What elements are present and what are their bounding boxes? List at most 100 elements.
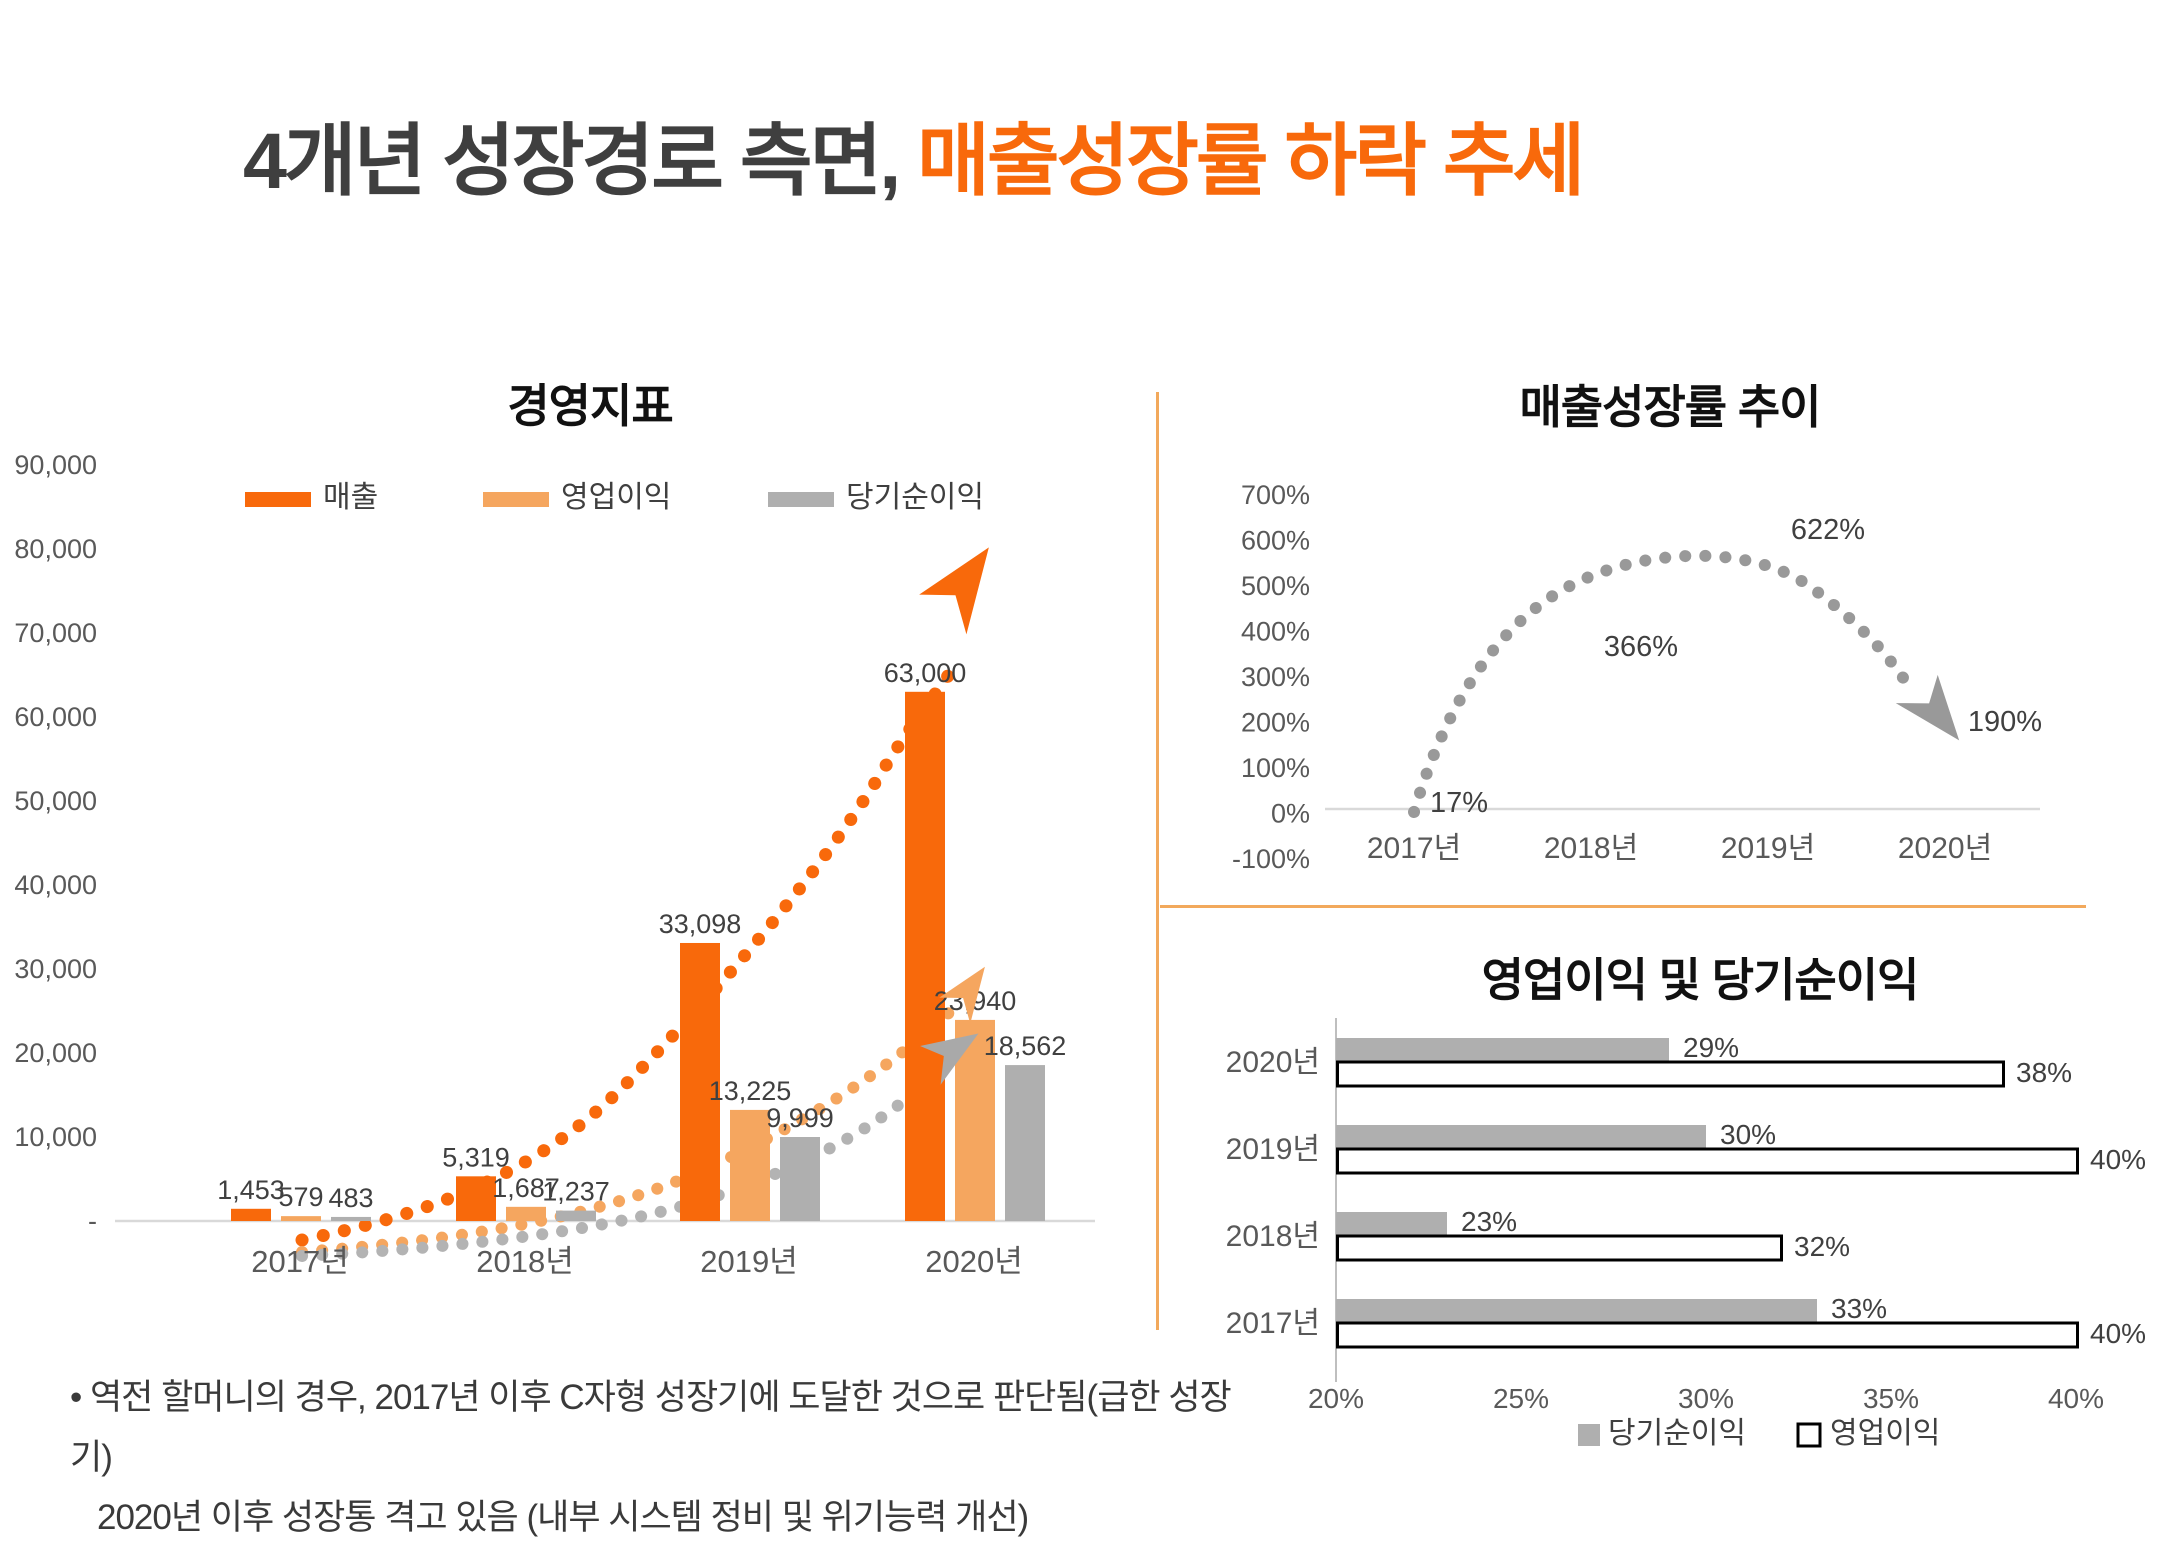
slide: 4개년 성장경로 측면, 매출성장률 하락 추세 경영지표 매출성장률 추이 영…: [14, 116, 2147, 1538]
chart-title-management-indicators: 경영지표: [507, 380, 673, 432]
x-axis-category-label: 2017년: [1367, 832, 1461, 865]
bar-segment: [331, 1216, 371, 1221]
y-axis-tick-label: -100%: [1232, 844, 1310, 874]
growth-trend-arrow-icon: [1895, 674, 1960, 741]
bar-value-label: 1,237: [542, 1177, 610, 1207]
trend-dotted-curve: [296, 1000, 962, 1258]
bar-value-label: 33,098: [659, 909, 742, 939]
bar-segment: [456, 1176, 496, 1221]
bar-segment: [506, 1206, 546, 1221]
bar-segment: [556, 1210, 596, 1221]
growth-dotted-curve: [1408, 549, 1916, 818]
bar-value-label: 40%: [2090, 1318, 2146, 1349]
bar-segment: [281, 1216, 321, 1221]
bar-segment: [730, 1109, 770, 1221]
x-axis-tick-label: 20%: [1308, 1383, 1364, 1414]
y-axis-tick-label: 700%: [1241, 480, 1310, 510]
y-axis-tick-label: 70,000: [14, 618, 97, 648]
bar-operating-profit: [1336, 1147, 2079, 1175]
y-axis-category-label: 2020년: [1226, 1046, 1320, 1079]
legend-swatch: [1796, 1422, 1822, 1448]
y-axis-tick-label: 300%: [1241, 662, 1310, 692]
legend-swatch: [483, 492, 549, 507]
data-point-label: 17%: [1430, 787, 1488, 819]
x-axis-tick-label: 35%: [1863, 1383, 1919, 1414]
y-axis-tick-label: -: [88, 1206, 97, 1236]
legend-label: 당기순이익: [846, 481, 984, 514]
bar-value-label: 5,319: [442, 1142, 510, 1172]
bar-value-label: 483: [328, 1183, 373, 1213]
bar-value-label: 13,225: [709, 1076, 792, 1106]
x-axis-category-label: 2020년: [925, 1244, 1022, 1279]
bar-segment: [780, 1137, 820, 1221]
x-axis-category-label: 2019년: [1721, 832, 1815, 865]
bar-value-label: 23%: [1461, 1206, 1517, 1237]
x-axis-tick-label: 40%: [2048, 1383, 2104, 1414]
bar-net-profit: [1336, 1212, 1447, 1236]
y-axis-tick-label: 10,000: [14, 1122, 97, 1152]
y-axis-category-label: 2018년: [1226, 1220, 1320, 1253]
x-axis-tick-label: 25%: [1493, 1383, 1549, 1414]
bar-value-label: 32%: [1794, 1231, 1850, 1262]
operating-profit-trend-arrow-icon: [939, 966, 985, 1024]
page-title-prefix: 4개년 성장경로 측면,: [243, 116, 918, 205]
bar-value-label: 40%: [2090, 1144, 2146, 1175]
net-profit-trend-arrow-icon: [920, 1033, 979, 1085]
y-axis-tick-label: 60,000: [14, 702, 97, 732]
page-title: 4개년 성장경로 측면, 매출성장률 하락 추세: [243, 116, 1943, 205]
bar-operating-profit: [1336, 1060, 2005, 1088]
legend-label: 당기순이익: [1608, 1417, 1746, 1450]
chart-revenue-growth: 700% 600% 500% 400% 300% 200% 100% 0% -100% 17% 36…: [1232, 480, 2042, 874]
bar-segment: [1005, 1065, 1045, 1221]
footnote: • 역전 할머니의 경우, 2017년 이후 C자형 성장기에 도달한 것으로 …: [70, 1368, 1270, 1549]
data-point-label: 190%: [1968, 706, 2042, 738]
x-axis-category-label: 2017년: [251, 1244, 348, 1279]
bar-net-profit: [1336, 1299, 1817, 1323]
y-axis-tick-label: 40,000: [14, 870, 97, 900]
bar-segment: [231, 1208, 271, 1221]
bar-value-label: 29%: [1683, 1032, 1739, 1063]
horizontal-divider-line: [1160, 905, 2086, 908]
chart-title-revenue-growth: 매출성장률 추이: [1519, 381, 1821, 433]
x-axis-category-label: 2020년: [1898, 832, 1992, 865]
y-axis-category-label: 2019년: [1226, 1133, 1320, 1166]
bar-value-label: 18,562: [984, 1031, 1067, 1061]
y-axis-tick-label: 90,000: [14, 450, 97, 480]
bar-value-label: 30%: [1720, 1119, 1776, 1150]
chart-title-profit-margins: 영업이익 및 당기순이익: [1481, 954, 1920, 1006]
legend-label: 매출: [323, 481, 378, 514]
legend-label: 영업이익: [1830, 1417, 1940, 1450]
legend-swatch: [768, 492, 834, 507]
x-axis-category-label: 2019년: [700, 1244, 797, 1279]
footnote-line-2: 2020년 이후 성장통 격고 있음 (내부 시스템 정비 및 위기능력 개선): [97, 1498, 1029, 1538]
y-axis-tick-label: 0%: [1271, 799, 1310, 829]
bar-value-label: 1,453: [217, 1175, 285, 1205]
bar-value-label: 38%: [2016, 1057, 2072, 1088]
y-axis-tick-label: 200%: [1241, 708, 1310, 738]
trend-dotted-curve: [295, 661, 959, 1247]
bar-value-label: 63,000: [884, 658, 967, 688]
bar-net-profit: [1336, 1125, 1706, 1149]
x-axis-tick-label: 30%: [1678, 1383, 1734, 1414]
bar-net-profit: [1336, 1038, 1669, 1062]
bar-segment: [905, 691, 945, 1221]
legend-swatch: [1578, 1424, 1600, 1446]
chart-management-indicators: 90,000 80,000 70,000 60,000 50,000 40,000 30,0…: [14, 450, 1095, 1279]
bar-value-label: 579: [278, 1182, 323, 1212]
page-title-highlight: 매출성장률 하락 추세: [917, 116, 1585, 205]
bar-value-label: 9,999: [766, 1103, 834, 1133]
y-axis-category-label: 2017년: [1226, 1307, 1320, 1340]
y-axis-tick-label: 20,000: [14, 1038, 97, 1068]
x-axis-category-label: 2018년: [1544, 832, 1638, 865]
bar-segment: [680, 942, 720, 1221]
y-axis-tick-label: 50,000: [14, 786, 97, 816]
chart-profit-margins: 29% 38% 2020년 30% 40% 2019년 23% 32% 2018년 33% 40% 2…: [1226, 1018, 2146, 1450]
y-axis-tick-label: 80,000: [14, 534, 97, 564]
data-point-label: 366%: [1604, 631, 1678, 663]
y-axis-tick-label: 30,000: [14, 954, 97, 984]
y-axis-tick-label: 100%: [1241, 753, 1310, 783]
revenue-trend-arrow-icon: [919, 547, 989, 635]
bar-operating-profit: [1336, 1321, 2079, 1349]
bar-value-label: 1,687: [492, 1173, 560, 1203]
footnote-line-1: • 역전 할머니의 경우, 2017년 이후 C자형 성장기에 도달한 것으로 …: [70, 1378, 1232, 1478]
